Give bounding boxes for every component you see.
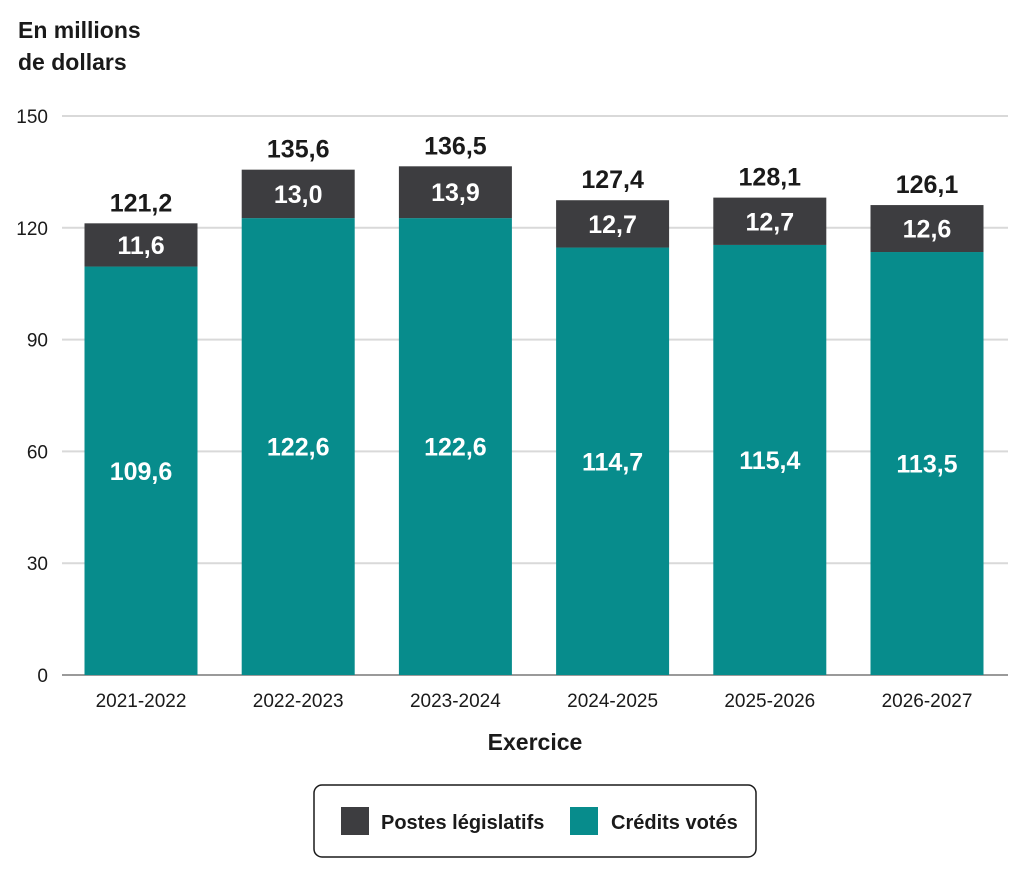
legend-swatch [341,807,369,835]
x-tick-label: 2026-2027 [882,691,973,712]
x-axis-ticks: 2021-2022 2022-2023 2023-2024 2024-2025 2025… [96,691,973,712]
bar-segment-postes-legislatifs [241,169,355,219]
bar-segment-label: 122,6 [424,434,487,462]
y-tick-label: 120 [16,219,48,240]
bar-total-label: 121,2 [110,189,173,217]
bar-segment-label: 114,7 [582,448,643,476]
bar-segment-credits-votes [398,218,512,676]
bars: 109,6 11,6 121,2 122,6 13,0 135,6 122,6 13,9 136… [84,132,984,676]
bar-segment-postes-legislatifs [556,200,670,248]
bar-segment-label: 12,7 [588,211,637,239]
legend-label: Crédits votés [611,812,738,834]
bar-segment-label: 12,6 [903,216,952,244]
bar-total-label: 128,1 [739,164,802,192]
y-axis-ticks: 0 30 60 90 120 150 [16,107,48,687]
x-tick-label: 2021-2022 [96,691,187,712]
bar-total-label: 136,5 [424,132,487,160]
bar-segment-postes-legislatifs [398,166,512,219]
bar-segment-label: 13,9 [431,179,480,207]
legend-swatch [570,807,598,835]
bar-segment-label: 113,5 [896,451,957,479]
bar-total-label: 135,6 [267,136,330,164]
bar-segment-postes-legislatifs [84,223,198,267]
bar-segment-label: 122,6 [267,434,330,462]
bar-total-label: 126,1 [896,171,959,199]
y-axis-title-line1: En millions [18,17,141,43]
grid-lines [62,115,1008,676]
bar-segment-label: 11,6 [117,232,164,260]
legend-box [313,784,757,858]
bar-total-label: 127,4 [581,166,644,194]
y-tick-label: 60 [27,442,48,463]
bar-segment-postes-legislatifs [713,197,827,245]
x-tick-label: 2025-2026 [724,691,815,712]
bar-segment-credits-votes [713,244,827,675]
legend-label: Postes législatifs [381,812,544,834]
bar-segment-credits-votes [556,247,670,675]
y-axis-title-line2: de dollars [18,49,127,75]
x-tick-label: 2022-2023 [253,691,344,712]
x-tick-label: 2023-2024 [410,691,501,712]
y-tick-label: 90 [27,331,48,352]
bar-segment-label: 12,7 [745,208,794,236]
y-tick-label: 0 [37,666,48,687]
bar-segment-credits-votes [870,252,984,676]
y-tick-label: 150 [16,107,48,128]
bar-segment-postes-legislatifs [870,205,984,253]
bar-segment-credits-votes [84,266,198,675]
x-tick-label: 2024-2025 [567,691,658,712]
bar-segment-credits-votes [241,218,355,676]
bar-segment-label: 115,4 [739,447,800,475]
x-axis-title: Exercice [488,729,583,755]
legend: Postes législatifs Crédits votés [313,784,757,858]
bar-segment-label: 109,6 [110,458,173,486]
bar-segment-label: 13,0 [274,181,323,209]
y-tick-label: 30 [27,554,48,575]
